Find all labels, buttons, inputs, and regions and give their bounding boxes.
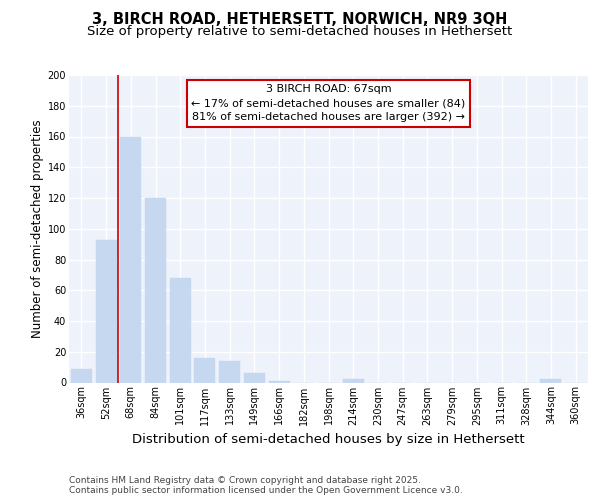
Bar	[343, 380, 364, 382]
Bar	[120, 136, 141, 382]
Text: Size of property relative to semi-detached houses in Hethersett: Size of property relative to semi-detach…	[88, 25, 512, 38]
Bar	[219, 361, 240, 382]
Bar	[269, 381, 290, 382]
X-axis label: Distribution of semi-detached houses by size in Hethersett: Distribution of semi-detached houses by …	[132, 433, 525, 446]
Bar	[244, 374, 265, 382]
Bar	[71, 368, 92, 382]
Text: 3 BIRCH ROAD: 67sqm
← 17% of semi-detached houses are smaller (84)
81% of semi-d: 3 BIRCH ROAD: 67sqm ← 17% of semi-detach…	[191, 84, 466, 122]
Text: 3, BIRCH ROAD, HETHERSETT, NORWICH, NR9 3QH: 3, BIRCH ROAD, HETHERSETT, NORWICH, NR9 …	[92, 12, 508, 28]
Bar	[194, 358, 215, 382]
Y-axis label: Number of semi-detached properties: Number of semi-detached properties	[31, 120, 44, 338]
Text: Contains HM Land Registry data © Crown copyright and database right 2025.
Contai: Contains HM Land Registry data © Crown c…	[69, 476, 463, 495]
Bar	[170, 278, 191, 382]
Bar	[145, 198, 166, 382]
Bar	[541, 380, 562, 382]
Bar	[95, 240, 116, 382]
